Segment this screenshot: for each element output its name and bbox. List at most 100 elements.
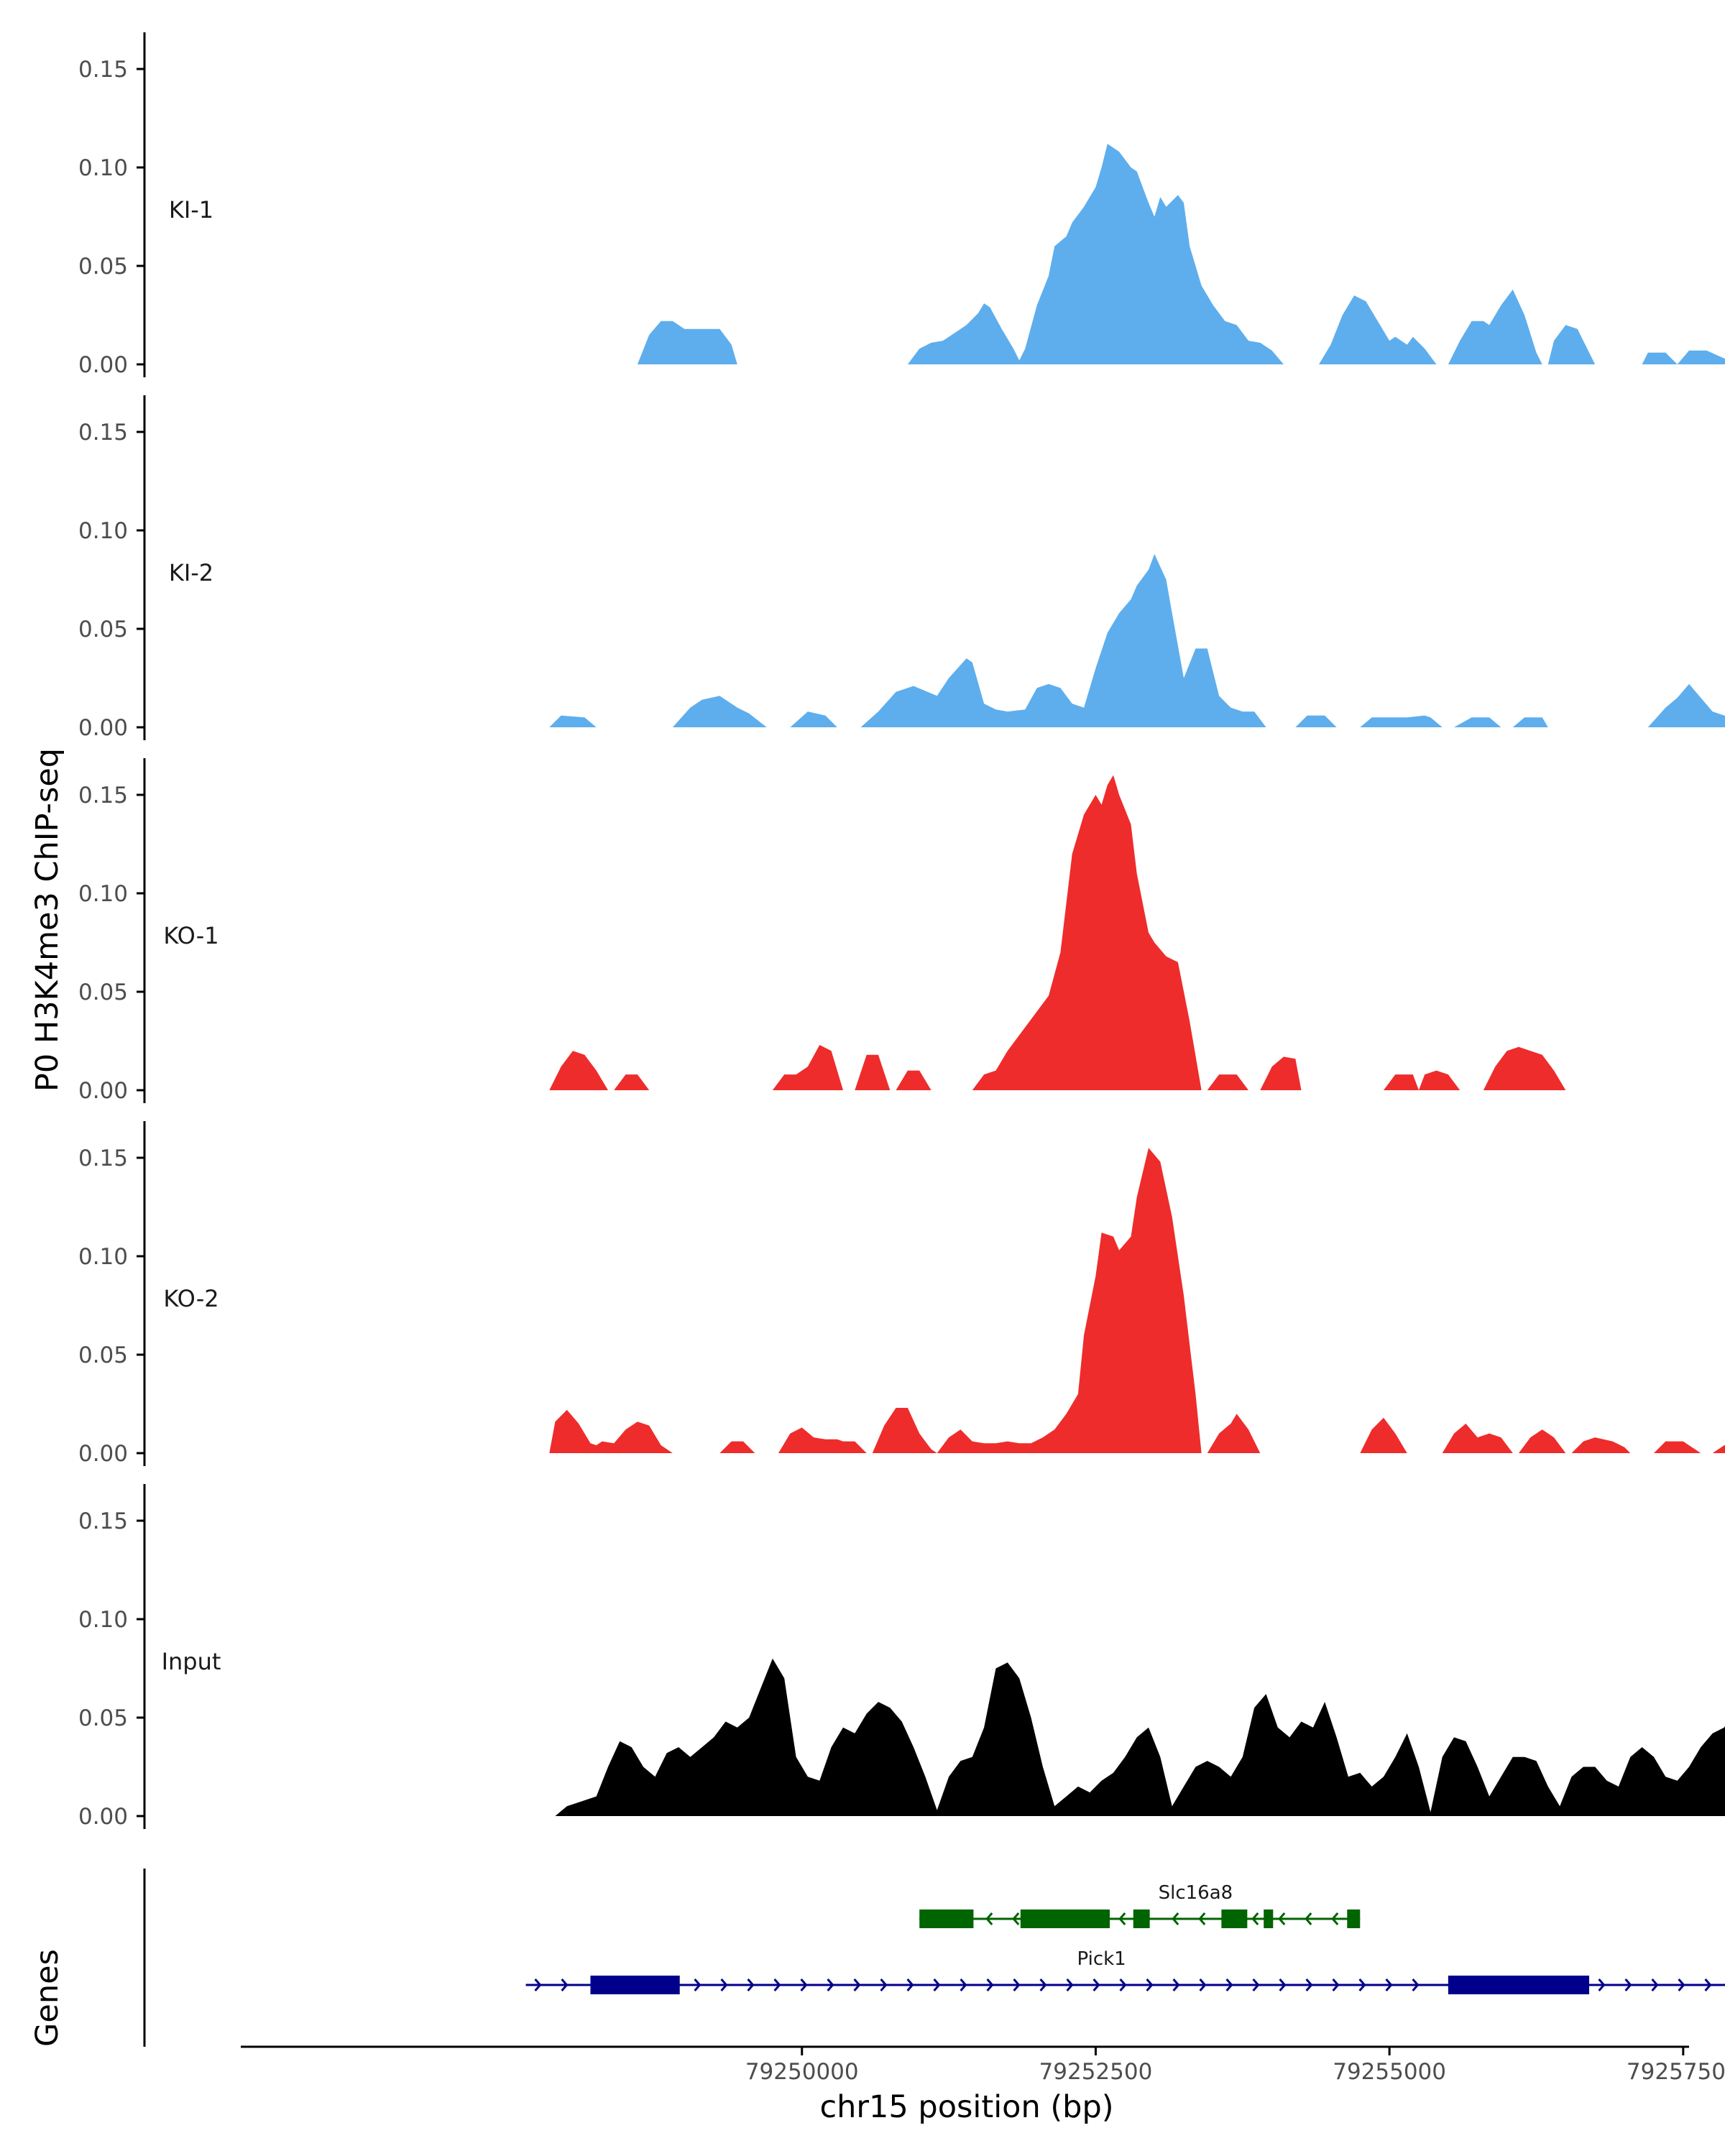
strand-arrow (906, 1978, 914, 1991)
y-tick-label: 0.15 (78, 1508, 128, 1534)
strand-arrow (1624, 1978, 1632, 1991)
gene-exon (590, 1976, 680, 1994)
y-tick-label: 0.10 (78, 518, 128, 544)
strand-arrow (773, 1978, 781, 1991)
strand-arrow (1678, 1978, 1685, 1991)
strand-arrow (1146, 1978, 1154, 1991)
track-label: KO-1 (163, 922, 218, 949)
strand-arrow (1119, 1978, 1127, 1991)
gene-exon (1347, 1909, 1361, 1928)
gene-exon (1133, 1909, 1150, 1928)
y-tick-label: 0.05 (78, 617, 128, 642)
gene-label: Pick1 (1077, 1948, 1126, 1970)
strand-arrow (985, 1912, 993, 1925)
strand-arrow (1118, 1912, 1126, 1925)
track-ki-2: 0.00 0.05 0.10 0.15 KI-2 (78, 395, 1725, 741)
y-tick-label: 0.00 (78, 352, 128, 378)
y-tick-label: 0.15 (78, 783, 128, 808)
x-axis: 79250000 79252500 79255000 79257500 (241, 2045, 1725, 2085)
y-tick-label: 0.10 (78, 1244, 128, 1270)
y-tick-label: 0.05 (78, 980, 128, 1005)
strand-arrow (1332, 1978, 1340, 1991)
strand-arrow (827, 1978, 834, 1991)
gene-exon (1264, 1909, 1274, 1928)
y-tick-label: 0.00 (78, 1804, 128, 1830)
track-panels: 0.00 0.05 0.10 0.15 KI-1 0.00 0.05 0.10 0.15 KI-2… (78, 32, 1725, 1830)
strand-arrow (534, 1978, 542, 1991)
strand-arrow (1172, 1912, 1179, 1925)
y-tick-label: 0.15 (78, 420, 128, 446)
track-ki-1: 0.00 0.05 0.10 0.15 KI-1 (78, 32, 1725, 378)
strand-arrow (1651, 1978, 1659, 1991)
strand-arrow (1278, 1912, 1286, 1925)
signal-area (637, 144, 1725, 364)
x-tick-label: 79250000 (745, 2059, 859, 2085)
strand-arrow (561, 1978, 569, 1991)
gene-slc16a8: Slc16a8 (919, 1882, 1361, 1928)
track-ko-2: 0.00 0.05 0.10 0.15 KO-2 (78, 1121, 1725, 1467)
strand-arrow (933, 1978, 941, 1991)
strand-arrow (1172, 1978, 1180, 1991)
strand-arrow (1704, 1978, 1712, 1991)
y-tick-label: 0.15 (78, 1146, 128, 1171)
strand-arrow (1251, 1912, 1259, 1925)
strand-arrow (1012, 1912, 1020, 1925)
x-tick-label: 79252500 (1039, 2059, 1153, 2085)
strand-arrow (1305, 1912, 1312, 1925)
track-input: 0.00 0.05 0.10 0.15 Input (78, 1484, 1725, 1830)
genes-axis-title: Genes (29, 1949, 65, 2047)
strand-arrow (1225, 1978, 1233, 1991)
gene-exon (1448, 1976, 1590, 1994)
x-tick-label: 79257500 (1627, 2059, 1725, 2085)
strand-arrow (1039, 1978, 1047, 1991)
signal-area (549, 1148, 1725, 1453)
strand-arrow (800, 1978, 808, 1991)
y-tick-label: 0.10 (78, 155, 128, 181)
strand-arrow (880, 1978, 888, 1991)
y-tick-label: 0.05 (78, 1342, 128, 1368)
gene-label: Slc16a8 (1159, 1882, 1233, 1904)
strand-arrow (720, 1978, 728, 1991)
y-tick-label: 0.05 (78, 254, 128, 280)
gene-exon (1020, 1909, 1110, 1928)
track-label: KO-2 (163, 1285, 218, 1312)
strand-arrow (1013, 1978, 1021, 1991)
strand-arrow (853, 1978, 861, 1991)
y-tick-label: 0.10 (78, 1607, 128, 1633)
strand-arrow (1305, 1978, 1313, 1991)
gene-exon (919, 1909, 974, 1928)
y-tick-label: 0.10 (78, 881, 128, 907)
y-tick-label: 0.00 (78, 715, 128, 741)
strand-arrow (1331, 1912, 1339, 1925)
strand-arrow (747, 1978, 755, 1991)
strand-arrow (1252, 1978, 1260, 1991)
y-tick-label: 0.00 (78, 1078, 128, 1104)
strand-arrow (1198, 1912, 1206, 1925)
strand-arrow (1279, 1978, 1287, 1991)
strand-arrow (694, 1978, 702, 1991)
y-tick-label: 0.00 (78, 1441, 128, 1467)
x-axis-title: chr15 position (bp) (819, 2089, 1113, 2125)
signal-area (555, 1658, 1725, 1816)
strand-arrow (1066, 1978, 1074, 1991)
strand-arrow (1385, 1978, 1393, 1991)
gene-exon (1221, 1909, 1248, 1928)
track-label: KI-1 (169, 196, 213, 224)
y-tick-label: 0.15 (78, 57, 128, 83)
y-tick-label: 0.05 (78, 1705, 128, 1731)
track-ko-1: 0.00 0.05 0.10 0.15 KO-1 (78, 758, 1566, 1104)
strand-arrow (1598, 1978, 1606, 1991)
track-label: KI-2 (169, 559, 213, 586)
gene-pick1: Pick1 (525, 1948, 1725, 1994)
strand-arrow (1199, 1978, 1207, 1991)
signal-area (549, 553, 1725, 727)
strand-arrow (1092, 1978, 1100, 1991)
strand-arrow (960, 1978, 967, 1991)
strand-arrow (1412, 1978, 1420, 1991)
strand-arrow (1358, 1978, 1366, 1991)
strand-arrow (986, 1978, 994, 1991)
signal-area (549, 775, 1566, 1090)
genes-panel: Slc16a8 Pick1 (143, 1869, 1725, 2047)
track-label: Input (162, 1648, 221, 1675)
